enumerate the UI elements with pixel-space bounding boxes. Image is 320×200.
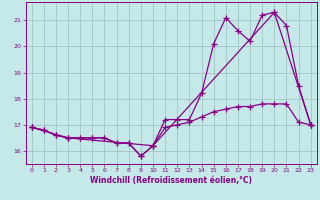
X-axis label: Windchill (Refroidissement éolien,°C): Windchill (Refroidissement éolien,°C) <box>90 176 252 185</box>
